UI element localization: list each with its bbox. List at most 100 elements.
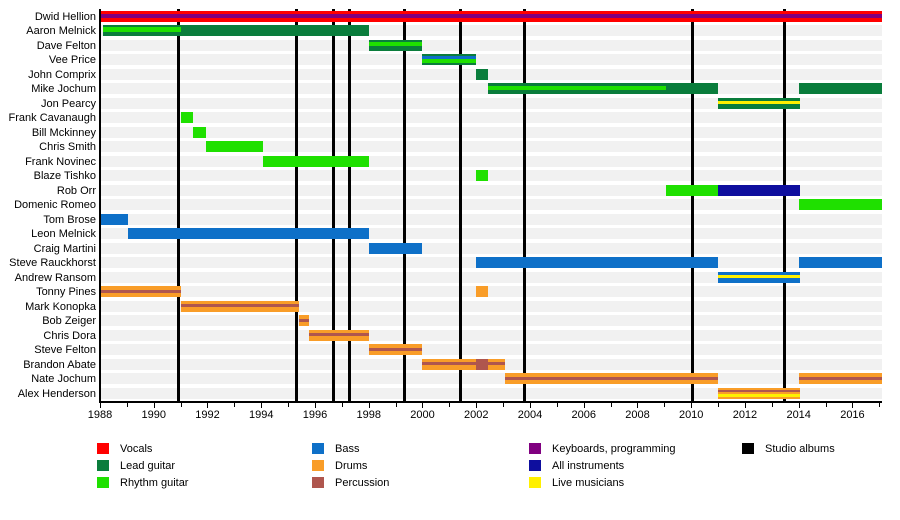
studio-album-line xyxy=(331,9,335,401)
x-axis-year-label: 1992 xyxy=(195,408,220,421)
x-axis-tick xyxy=(234,402,236,407)
member-label: Nate Jochum xyxy=(31,373,96,386)
legend-label: Live musicians xyxy=(552,477,625,489)
timeline-row-band xyxy=(100,315,882,327)
x-axis-tick xyxy=(852,402,854,408)
member-label: Tom Brose xyxy=(43,213,96,226)
x-axis-tick xyxy=(126,402,128,407)
studio-album-line xyxy=(402,9,406,401)
bar-layer-vocals xyxy=(100,10,882,15)
timeline-row-band xyxy=(100,199,882,211)
x-axis-tick xyxy=(798,402,800,408)
x-axis-tick xyxy=(395,402,397,407)
x-axis-year-label: 1994 xyxy=(248,408,274,421)
timeline-row-band xyxy=(100,155,882,167)
bar-layer-perc xyxy=(422,362,505,366)
y-axis-line xyxy=(99,9,101,401)
timeline-row-band xyxy=(100,286,882,298)
studio-album-line xyxy=(458,9,462,401)
bar-layer-live xyxy=(718,393,801,397)
bar-layer-allinstr xyxy=(718,184,801,196)
x-axis-tick xyxy=(100,402,101,408)
bar-layer-drums xyxy=(309,336,369,341)
x-axis-year-label: 2004 xyxy=(517,408,543,421)
legend-swatch-lead xyxy=(97,460,109,471)
x-axis-tick xyxy=(610,402,612,407)
bar-layer-rhythm xyxy=(192,126,207,138)
legend-label: All instruments xyxy=(552,460,625,472)
legend-swatch-allinstr xyxy=(529,460,541,471)
timeline-row-band xyxy=(100,141,882,153)
timeline-bar xyxy=(665,184,719,196)
bar-layer-lead xyxy=(422,54,477,57)
timeline-bar xyxy=(180,112,193,124)
x-axis-tick xyxy=(718,402,720,407)
timeline-row-band xyxy=(100,39,882,51)
bar-layer-rhythm xyxy=(476,170,489,182)
timeline-bar xyxy=(718,97,801,109)
bar-layer-rhythm xyxy=(262,155,369,167)
bar-layer-drums xyxy=(298,315,310,319)
x-axis-tick xyxy=(825,402,827,407)
bar-layer-lead xyxy=(368,39,423,42)
member-label: Bob Zeiger xyxy=(42,315,96,328)
timeline-row-band xyxy=(100,271,882,283)
timeline-bar xyxy=(368,344,423,356)
legend-label: Lead guitar xyxy=(120,460,176,472)
member-label: Steve Felton xyxy=(34,344,96,357)
bar-layer-vocals xyxy=(100,17,882,22)
bar-layer-drums xyxy=(718,392,801,394)
legend-label: Drums xyxy=(335,460,368,472)
bar-layer-drums xyxy=(798,373,882,377)
bar-layer-lead xyxy=(798,83,882,95)
member-label: Jon Pearcy xyxy=(40,97,96,110)
bar-layer-lead xyxy=(488,83,666,86)
bar-layer-drums xyxy=(100,292,181,298)
bar-layer-rhythm xyxy=(206,141,263,153)
bar-layer-drums xyxy=(298,321,310,327)
x-axis-line xyxy=(99,400,882,403)
x-axis-year-label: 1990 xyxy=(141,408,166,421)
bar-layer-lead xyxy=(102,31,181,37)
bar-layer-perc xyxy=(180,304,299,308)
bar-layer-perc xyxy=(718,389,801,393)
timeline-bar xyxy=(206,141,263,153)
timeline-row-band xyxy=(100,242,882,254)
x-axis-tick xyxy=(691,402,693,408)
timeline-bar xyxy=(665,83,719,95)
timeline-row-band xyxy=(100,112,882,124)
bar-layer-rhythm xyxy=(422,59,477,63)
x-axis-year-label: 2008 xyxy=(625,408,650,421)
bar-layer-live xyxy=(718,100,801,105)
x-axis-year-label: 2006 xyxy=(571,408,596,421)
member-label: Dwid Hellion xyxy=(34,10,96,23)
member-label: Frank Cavanaugh xyxy=(8,112,96,125)
member-label: John Comprix xyxy=(28,68,96,81)
timeline-row-band xyxy=(100,68,882,80)
x-axis-tick xyxy=(637,402,639,408)
bar-layer-lead xyxy=(718,104,801,109)
bar-layer-bass xyxy=(476,257,719,269)
timeline-bar xyxy=(718,271,801,283)
member-label: Alex Henderson xyxy=(17,387,96,400)
timeline-bar xyxy=(798,373,882,385)
timeline-row-band xyxy=(100,54,882,66)
bar-layer-drums xyxy=(504,373,719,377)
member-label: Craig Martini xyxy=(33,242,96,255)
bar-layer-drums xyxy=(504,379,719,385)
legend-swatch-perc xyxy=(312,477,324,488)
member-label: Mark Konopka xyxy=(25,300,96,313)
x-axis-tick xyxy=(583,402,585,408)
timeline-row-band xyxy=(100,213,882,225)
timeline-bar xyxy=(100,286,181,298)
bar-layer-rhythm xyxy=(488,85,666,90)
timeline-bar xyxy=(798,83,882,95)
bar-layer-drums xyxy=(309,329,369,334)
member-label: Dave Felton xyxy=(36,39,96,52)
bar-layer-lead xyxy=(665,83,719,95)
bar-layer-rhythm xyxy=(368,41,423,46)
bar-layer-drums xyxy=(718,396,801,399)
bar-layer-bass xyxy=(798,257,882,269)
timeline-bar xyxy=(476,257,719,269)
